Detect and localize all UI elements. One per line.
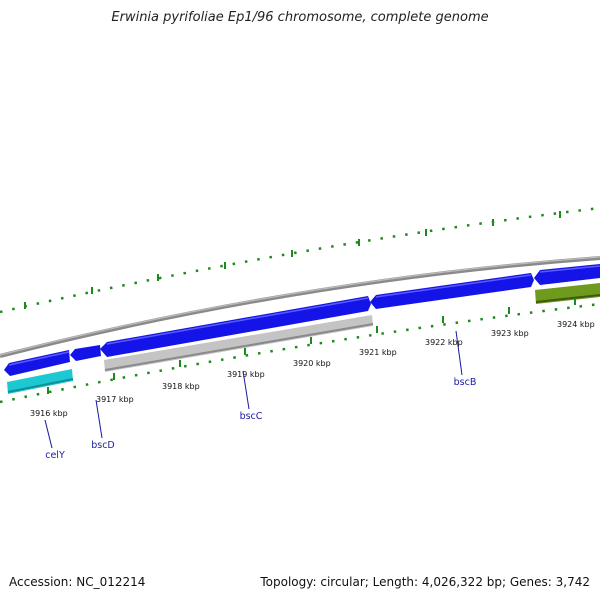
gene-arrow-cyan bbox=[7, 369, 73, 394]
scale-tick-label: 3918 kbp bbox=[162, 382, 200, 391]
gene-label-cely[interactable]: celY bbox=[45, 450, 65, 461]
scale-tick-label: 3922 kbp bbox=[425, 338, 463, 347]
scale-tick-label: 3924 kbp bbox=[557, 320, 595, 329]
gene-arrow bbox=[70, 345, 101, 361]
genome-backbone-highlight bbox=[0, 256, 600, 356]
gene-label-bscc[interactable]: bscC bbox=[240, 411, 263, 422]
scale-tick-label: 3919 kbp bbox=[227, 370, 265, 379]
gene-label-bscd[interactable]: bscD bbox=[91, 440, 115, 451]
outer-dotted-track bbox=[0, 206, 600, 314]
outer-major-ticks bbox=[24, 211, 561, 309]
reverse-strand-genes bbox=[7, 283, 600, 394]
gene-arrow bbox=[100, 296, 371, 357]
scale-tick-label: 3920 kbp bbox=[293, 359, 331, 368]
forward-strand-genes bbox=[4, 264, 600, 376]
scale-tick-label: 3917 kbp bbox=[96, 395, 134, 404]
scale-tick-label: 3921 kbp bbox=[359, 348, 397, 357]
gene-arrow bbox=[534, 264, 600, 285]
accession-label: Accession: NC_012214 bbox=[9, 575, 146, 589]
scale-tick-label: 3923 kbp bbox=[491, 329, 529, 338]
gene-label-leader bbox=[95, 399, 103, 439]
genome-backbone bbox=[0, 256, 600, 358]
gene-label-leader bbox=[44, 419, 53, 449]
gene-labels: celY bscD bscC bscB bbox=[44, 330, 477, 461]
gene-arrow bbox=[370, 273, 534, 309]
gene-label-leader bbox=[455, 330, 463, 376]
genome-stats: Topology: circular; Length: 4,026,322 bp… bbox=[260, 575, 590, 589]
scale-tick-label: 3916 kbp bbox=[30, 409, 68, 418]
map-title: Erwinia pyrifoliae Ep1/96 chromosome, co… bbox=[111, 10, 489, 25]
gene-label-leader bbox=[242, 370, 250, 410]
scale-ticks: 3916 kbp 3917 kbp 3918 kbp 3919 kbp 3920 kbp… bbox=[30, 298, 595, 418]
gene-arrow bbox=[4, 350, 70, 376]
gene-label-bscb[interactable]: bscB bbox=[454, 377, 477, 388]
gene-arrow-olive bbox=[535, 283, 600, 304]
